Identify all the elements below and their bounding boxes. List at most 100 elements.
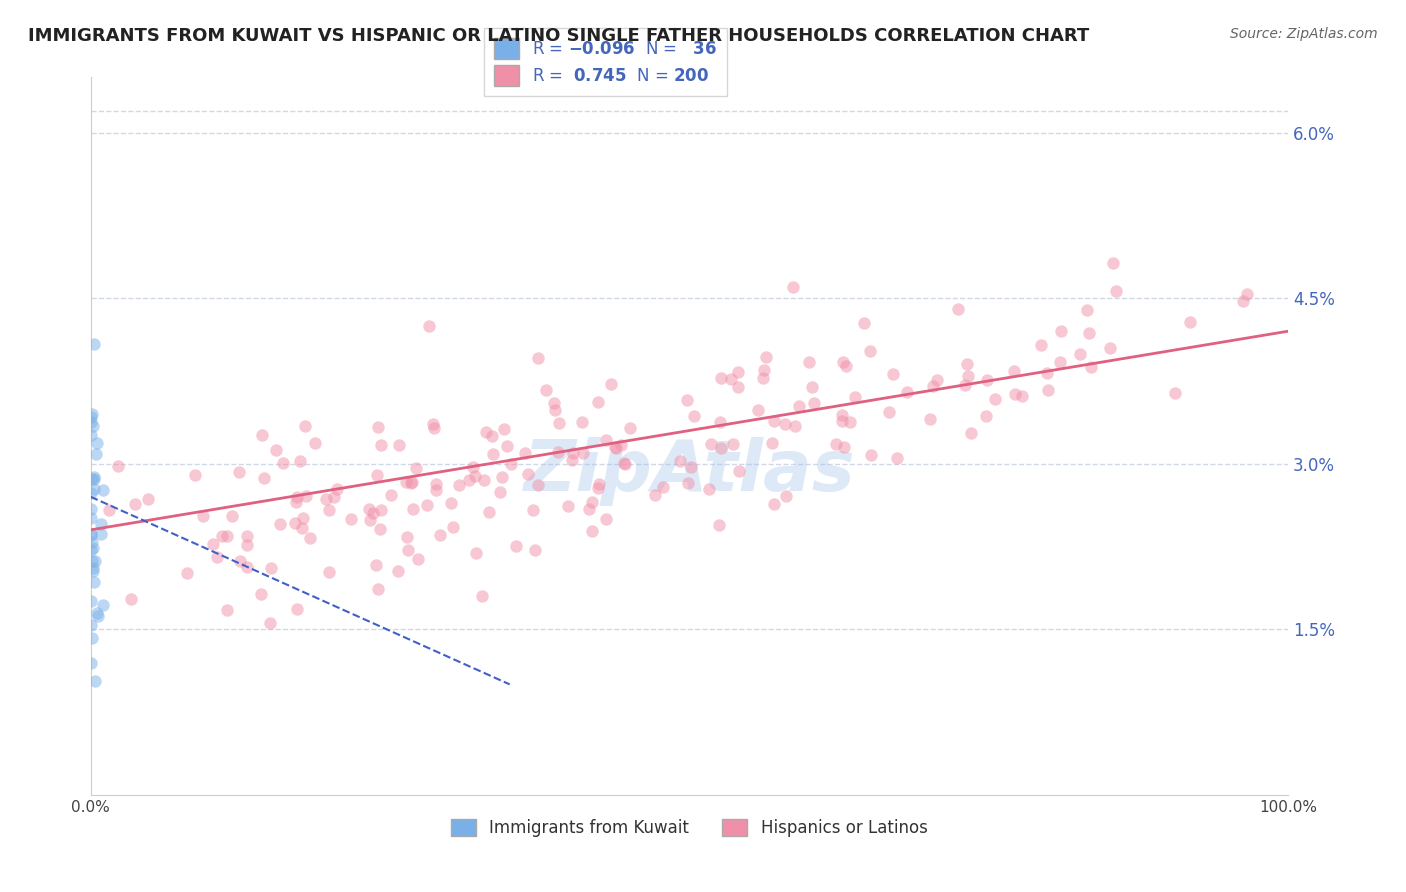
Point	[457, 473, 479, 487]
Point	[396, 530, 419, 544]
Point	[191, 508, 214, 523]
Point	[205, 549, 228, 564]
Point	[91, 483, 114, 498]
Point	[652, 480, 675, 494]
Point	[1069, 347, 1091, 361]
Point	[425, 477, 447, 491]
Point	[595, 512, 617, 526]
Point	[762, 414, 785, 428]
Point	[494, 422, 516, 436]
Point	[1178, 315, 1201, 329]
Point	[285, 490, 308, 504]
Point	[1076, 302, 1098, 317]
Text: ZipAtlas: ZipAtlas	[523, 437, 855, 507]
Point	[844, 390, 866, 404]
Point	[1050, 324, 1073, 338]
Point	[803, 395, 825, 409]
Point	[364, 558, 387, 572]
Point	[783, 419, 806, 434]
Point	[124, 497, 146, 511]
Point	[260, 561, 283, 575]
Point	[90, 526, 112, 541]
Point	[886, 450, 908, 465]
Point	[388, 438, 411, 452]
Point	[543, 403, 565, 417]
Point	[294, 489, 316, 503]
Point	[581, 524, 603, 538]
Point	[201, 537, 224, 551]
Point	[571, 446, 593, 460]
Point	[481, 429, 503, 443]
Point	[80, 472, 103, 486]
Point	[86, 435, 108, 450]
Point	[853, 316, 876, 330]
Point	[832, 441, 855, 455]
Point	[619, 421, 641, 435]
Point	[669, 454, 692, 468]
Point	[1002, 364, 1025, 378]
Point	[727, 365, 749, 379]
Point	[236, 528, 259, 542]
Point	[482, 446, 505, 460]
Point	[1098, 341, 1121, 355]
Point	[946, 301, 969, 316]
Point	[367, 419, 389, 434]
Point	[859, 343, 882, 358]
Point	[925, 373, 948, 387]
Point	[707, 517, 730, 532]
Point	[588, 477, 610, 491]
Point	[922, 379, 945, 393]
Point	[727, 380, 749, 394]
Point	[644, 488, 666, 502]
Point	[605, 441, 627, 455]
Point	[832, 355, 855, 369]
Point	[315, 491, 337, 506]
Point	[825, 436, 848, 450]
Point	[728, 464, 751, 478]
Point	[326, 482, 349, 496]
Point	[318, 503, 340, 517]
Point	[395, 475, 418, 489]
Point	[211, 529, 233, 543]
Point	[496, 439, 519, 453]
Point	[752, 370, 775, 384]
Point	[478, 505, 501, 519]
Point	[215, 529, 238, 543]
Point	[236, 537, 259, 551]
Point	[221, 509, 243, 524]
Point	[422, 417, 444, 432]
Point	[82, 565, 104, 579]
Point	[82, 418, 104, 433]
Point	[80, 528, 103, 542]
Point	[464, 468, 486, 483]
Point	[83, 471, 105, 485]
Point	[269, 516, 291, 531]
Point	[291, 511, 314, 525]
Point	[581, 495, 603, 509]
Point	[80, 594, 103, 608]
Point	[838, 415, 860, 429]
Point	[80, 632, 103, 646]
Point	[387, 564, 409, 578]
Point	[285, 495, 308, 509]
Point	[472, 473, 495, 487]
Point	[291, 521, 314, 535]
Point	[80, 409, 103, 424]
Point	[398, 542, 420, 557]
Point	[800, 380, 823, 394]
Point	[475, 425, 498, 440]
Point	[82, 534, 104, 549]
Point	[699, 482, 721, 496]
Point	[470, 589, 492, 603]
Point	[84, 554, 107, 568]
Point	[80, 543, 103, 558]
Point	[80, 428, 103, 442]
Point	[418, 318, 440, 333]
Point	[676, 392, 699, 407]
Point	[578, 502, 600, 516]
Point	[595, 433, 617, 447]
Point	[682, 409, 704, 424]
Point	[1232, 293, 1254, 308]
Point	[681, 459, 703, 474]
Point	[80, 618, 103, 632]
